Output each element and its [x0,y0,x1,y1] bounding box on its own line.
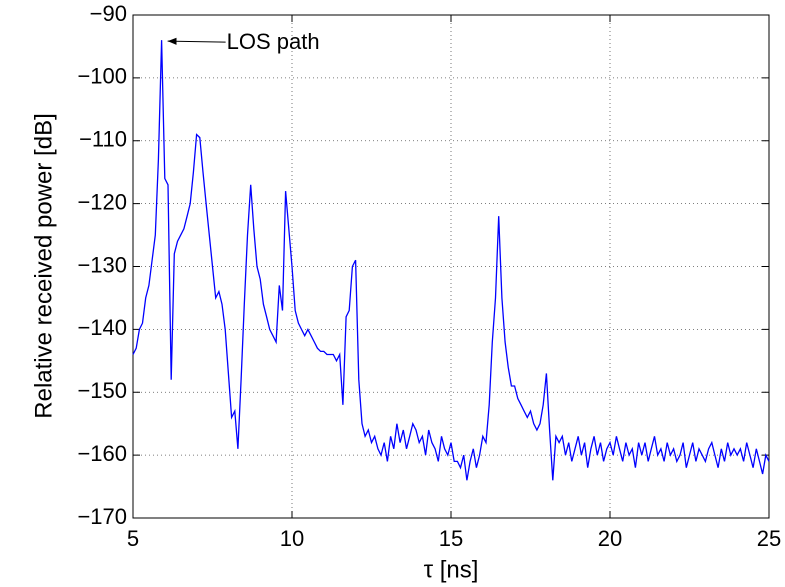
y-tick-label: −90 [90,1,127,26]
y-tick-label: −140 [77,315,127,340]
y-tick-label: −160 [77,441,127,466]
y-tick-label: −110 [79,127,127,152]
data-line [132,40,770,481]
x-tick-label: 25 [757,526,781,551]
annotation-arrow [167,37,226,45]
y-tick-label: −130 [77,252,127,277]
y-axis-label: Relative received power [dB] [30,113,57,418]
plot-frame [132,14,770,519]
y-tick-label: −100 [77,64,127,89]
x-tick-label: 10 [280,526,304,551]
annotation: LOS path [227,29,320,54]
y-tick-label: −150 [77,378,127,403]
x-tick-label: 5 [127,526,139,551]
x-axis-label: τ [ns] [424,556,479,583]
y-tick-label: −120 [77,189,127,214]
x-tick-label: 20 [598,526,622,551]
y-tick-label: −170 [77,504,127,529]
x-tick-label: 15 [439,526,463,551]
